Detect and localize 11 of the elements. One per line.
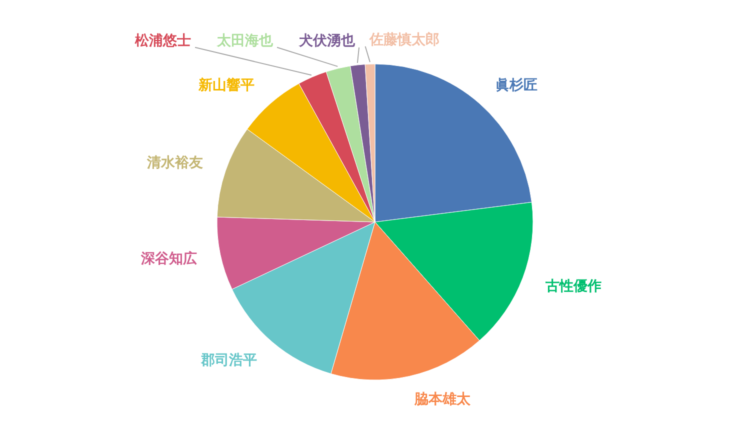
slice-label: 眞杉匠 [495, 77, 538, 94]
slice-label: 古性優作 [544, 278, 602, 294]
slice-label: 佐藤慎太郎 [368, 31, 440, 48]
slice-label: 松浦悠士 [134, 33, 192, 50]
slice-label: 犬伏湧也 [299, 33, 356, 50]
slice-label: 脇本雄太 [414, 392, 472, 408]
slice-label: 太田海也 [216, 33, 274, 50]
slice-label: 新山響平 [198, 76, 255, 94]
slice-label: 清水裕友 [146, 154, 203, 172]
slice-label: 郡司浩平 [200, 352, 257, 368]
slice-label: 深谷知広 [140, 250, 197, 267]
